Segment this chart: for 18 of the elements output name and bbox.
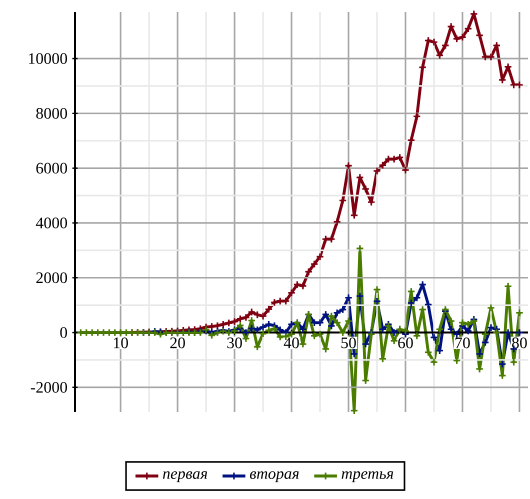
legend-label: вторая	[250, 471, 299, 482]
y-tick-label: -2000	[30, 382, 68, 393]
y-tick-label: 10000	[29, 53, 68, 64]
x-tick-label: 80	[512, 337, 527, 348]
x-tick-label: 70	[456, 337, 470, 348]
y-tick-label: 6000	[36, 162, 68, 174]
x-tick-label: 20	[170, 337, 185, 348]
x-tick-label: 60	[398, 337, 413, 348]
x-tick-label: 10	[114, 337, 128, 348]
y-tick-label: 4000	[36, 218, 68, 228]
x-tick-label: 30	[227, 337, 242, 348]
y-tick-label: 0	[60, 327, 68, 338]
x-tick-label: 40	[284, 337, 299, 348]
y-tick-label: 2000	[36, 272, 68, 284]
y-tick-label: 8000	[36, 108, 68, 119]
x-tick-label: 50	[341, 337, 356, 348]
legend-label: первая	[162, 471, 208, 482]
legend-label: третья	[342, 471, 394, 482]
